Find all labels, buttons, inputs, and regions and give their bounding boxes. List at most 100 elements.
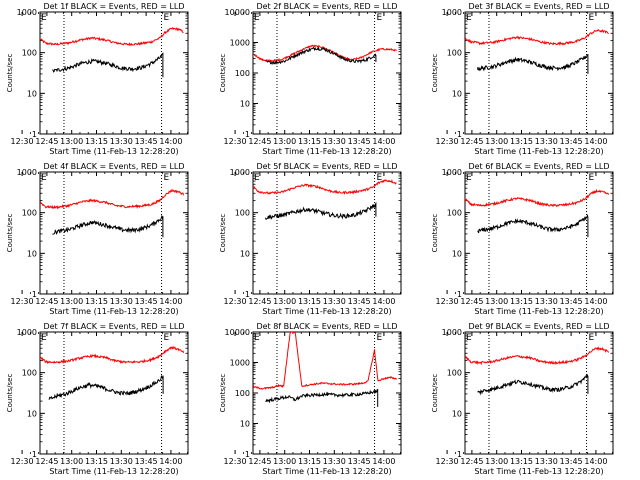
x-tick-label: 13:30 — [535, 137, 558, 146]
lld-rate-line — [465, 188, 609, 208]
x-axis-label: Start Time (11-Feb-13 12:28:20) — [262, 307, 391, 316]
y-tick-label: 10 — [27, 409, 37, 418]
detector-panel-5: Det 5f BLACK = Events, RED = LLD Counts/s… — [219, 162, 402, 316]
x-tick-label: 13:30 — [323, 457, 346, 466]
detector-panel-7: Det 7f BLACK = Events, RED = LLD Counts/s… — [6, 322, 189, 476]
y-tick-label: 1 — [457, 130, 462, 139]
y-tick-label: 1000 — [230, 359, 250, 368]
y-axis-label: Counts/sec — [6, 374, 14, 413]
x-tick-label: 13:45 — [348, 297, 371, 306]
y-tick-label: 100 — [235, 69, 250, 78]
y-axis-label: Counts/sec — [431, 214, 439, 253]
y-tick-label: 1000 — [230, 168, 250, 177]
y-tick-label: 1 — [245, 130, 250, 139]
x-tick-label: 14:00 — [159, 457, 182, 466]
x-axis-label: Start Time (11-Feb-13 12:28:20) — [474, 307, 603, 316]
y-tick-label: 1000 — [230, 39, 250, 48]
y-tick-label: 10 — [27, 89, 37, 98]
energy-marker-label: E — [41, 173, 47, 183]
energy-marker-label: E — [466, 13, 472, 23]
x-tick-label: 12:45 — [248, 297, 271, 306]
x-tick-label: 13:15 — [85, 137, 108, 146]
y-tick-label: 10 — [240, 420, 250, 429]
lld-rate-line — [253, 44, 397, 63]
event-rate-line — [476, 53, 589, 74]
detector-panel-6: Det 6f BLACK = Events, RED = LLD Counts/s… — [431, 162, 614, 316]
lld-rate-line — [465, 28, 609, 47]
x-tick-label: 13:15 — [298, 457, 321, 466]
plot-frame — [39, 171, 189, 295]
x-tick-label: 12:30 — [436, 137, 459, 146]
x-tick-label: 12:30 — [11, 457, 34, 466]
x-tick-label: 13:45 — [348, 137, 371, 146]
plot-frame — [252, 171, 402, 295]
x-tick-label: 13:45 — [560, 297, 583, 306]
y-tick-label: 100 — [235, 209, 250, 218]
y-tick-label: 100 — [447, 369, 462, 378]
y-tick-label: 100 — [22, 369, 37, 378]
x-tick-label: 12:45 — [248, 137, 271, 146]
x-tick-label: 13:00 — [60, 457, 83, 466]
y-tick-label: 1 — [32, 290, 37, 299]
plot-frame — [39, 11, 189, 135]
energy-marker-label: E — [164, 173, 170, 183]
y-tick-label: 10000 — [225, 8, 250, 17]
panel-title: Det 5f BLACK = Events, RED = LLD — [256, 162, 397, 171]
energy-marker-label: E — [589, 333, 595, 343]
x-tick-label: 12:30 — [224, 137, 247, 146]
energy-marker-label: E — [254, 13, 260, 23]
x-tick-label: 12:30 — [224, 297, 247, 306]
y-tick-label: 1 — [32, 130, 37, 139]
y-tick-label: 100 — [22, 209, 37, 218]
y-tick-label: 1000 — [17, 328, 37, 337]
x-axis-label: Start Time (11-Feb-13 12:28:20) — [49, 147, 178, 156]
y-tick-label: 10 — [27, 249, 37, 258]
plot-frame — [252, 11, 402, 135]
energy-marker-label: E — [41, 13, 47, 23]
y-tick-label: 1 — [245, 450, 250, 459]
x-tick-label: 12:30 — [11, 137, 34, 146]
x-tick-label: 13:30 — [110, 297, 133, 306]
x-tick-label: 13:15 — [85, 297, 108, 306]
x-axis-label: Start Time (11-Feb-13 12:28:20) — [49, 307, 178, 316]
event-rate-line — [477, 213, 589, 238]
detector-panel-3: Det 3f BLACK = Events, RED = LLD Counts/s… — [431, 2, 614, 156]
y-tick-label: 10 — [452, 409, 462, 418]
energy-marker-label: E — [164, 13, 170, 23]
x-tick-label: 13:15 — [510, 137, 533, 146]
panel-title: Det 3f BLACK = Events, RED = LLD — [468, 2, 609, 11]
x-tick-label: 13:30 — [535, 297, 558, 306]
x-tick-label: 12:45 — [35, 137, 58, 146]
y-axis-label: Counts/sec — [6, 54, 14, 93]
x-tick-label: 12:30 — [224, 457, 247, 466]
lld-rate-line — [253, 179, 397, 195]
plot-frame — [464, 331, 614, 455]
x-tick-label: 13:00 — [60, 137, 83, 146]
y-tick-label: 100 — [447, 209, 462, 218]
lld-rate-line — [465, 346, 609, 366]
x-tick-label: 14:00 — [584, 297, 607, 306]
detector-panel-1: Det 1f BLACK = Events, RED = LLD Counts/s… — [6, 2, 189, 156]
y-tick-label: 10000 — [225, 328, 250, 337]
x-tick-label: 14:00 — [159, 297, 182, 306]
y-axis-label: Counts/sec — [219, 214, 227, 253]
panel-title: Det 7f BLACK = Events, RED = LLD — [43, 322, 184, 331]
x-axis-label: Start Time (11-Feb-13 12:28:20) — [49, 467, 178, 476]
x-axis-label: Start Time (11-Feb-13 12:28:20) — [262, 467, 391, 476]
lld-rate-line — [253, 332, 397, 390]
x-tick-label: 13:45 — [135, 457, 158, 466]
panel-title: Det 6f BLACK = Events, RED = LLD — [468, 162, 609, 171]
x-tick-label: 13:45 — [135, 297, 158, 306]
y-tick-label: 1000 — [17, 8, 37, 17]
x-axis-label: Start Time (11-Feb-13 12:28:20) — [474, 467, 603, 476]
panel-title: Det 4f BLACK = Events, RED = LLD — [43, 162, 184, 171]
plot-frame — [464, 11, 614, 135]
x-tick-label: 13:00 — [485, 297, 508, 306]
x-tick-label: 13:30 — [110, 137, 133, 146]
x-tick-label: 13:00 — [60, 297, 83, 306]
plot-frame — [39, 331, 189, 455]
x-tick-label: 13:00 — [273, 457, 296, 466]
x-tick-label: 13:45 — [348, 457, 371, 466]
energy-marker-label: E — [589, 13, 595, 23]
energy-marker-label: E — [164, 333, 170, 343]
